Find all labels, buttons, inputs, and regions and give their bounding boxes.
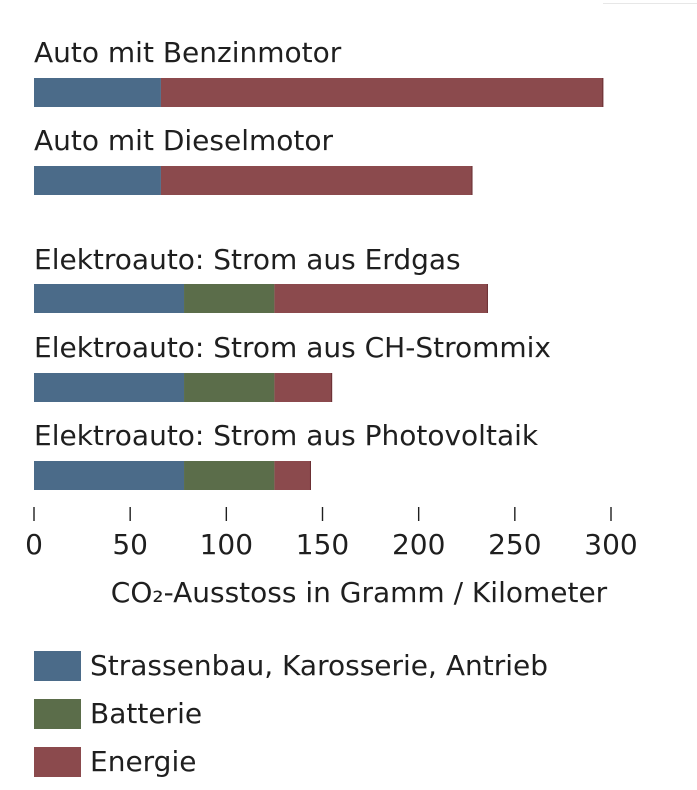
category-label: Elektroauto: Strom aus CH-Strommix — [34, 331, 551, 364]
legend-label-energy: Energie — [90, 745, 197, 778]
bar-segment — [34, 78, 161, 107]
x-tick-label: 200 — [392, 528, 445, 561]
category-label: Auto mit Dieselmotor — [34, 124, 334, 157]
legend-swatch-battery — [34, 699, 81, 729]
bar-segment — [34, 284, 185, 313]
x-tick-label: 50 — [112, 528, 148, 561]
bar-segment — [34, 461, 185, 490]
bar-segment — [274, 284, 488, 313]
bar-segment — [184, 284, 275, 313]
bar-segment — [34, 373, 185, 402]
bar-segment — [160, 78, 604, 107]
bar-segment — [274, 373, 333, 402]
top-border-line — [603, 0, 697, 4]
legend-swatch-road-body-drive — [34, 651, 81, 681]
x-tick-label: 150 — [296, 528, 349, 561]
bar-segment — [274, 461, 311, 490]
category-label: Elektroauto: Strom aus Erdgas — [34, 243, 461, 276]
x-axis-label: CO₂-Ausstoss in Gramm / Kilometer — [111, 576, 608, 609]
bar-segment — [160, 166, 473, 195]
co2-bar-chart: Auto mit Benzinmotor Auto mit Dieselmotor… — [25, 36, 638, 609]
legend-item-battery: Batterie — [34, 690, 548, 738]
bar-segment — [184, 461, 275, 490]
chart-legend: Strassenbau, Karosserie, Antrieb Batteri… — [34, 642, 548, 786]
legend-swatch-energy — [34, 747, 81, 777]
category-label: Auto mit Benzinmotor — [34, 36, 342, 69]
legend-label-battery: Batterie — [90, 697, 203, 730]
bar-segment — [34, 166, 161, 195]
x-tick-label: 300 — [584, 528, 637, 561]
x-tick-label: 100 — [200, 528, 253, 561]
x-tick-label: 0 — [25, 528, 43, 561]
category-label: Elektroauto: Strom aus Photovoltaik — [34, 419, 539, 452]
legend-item-road-body-drive: Strassenbau, Karosserie, Antrieb — [34, 642, 548, 690]
legend-item-energy: Energie — [34, 738, 548, 786]
x-tick-label: 250 — [488, 528, 541, 561]
legend-label-road-body-drive: Strassenbau, Karosserie, Antrieb — [90, 649, 548, 682]
bar-segment — [184, 373, 275, 402]
